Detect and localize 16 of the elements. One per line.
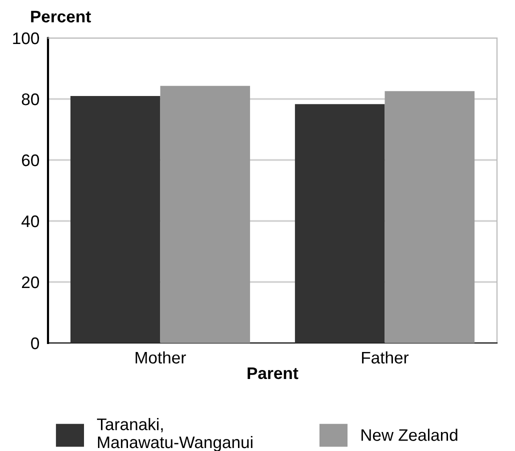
legend-label: New Zealand xyxy=(362,428,458,441)
y-tick-label: 60 xyxy=(22,154,40,166)
y-tick-label: 20 xyxy=(22,276,40,288)
y-tick-label: 100 xyxy=(13,32,40,44)
bar xyxy=(70,96,160,343)
x-tick-label: Mother xyxy=(136,351,186,364)
x-tick-label: Father xyxy=(362,351,409,364)
y-tick-label: 80 xyxy=(22,93,40,106)
y-tick-label: 0 xyxy=(31,337,40,350)
bar xyxy=(294,104,385,343)
legend-label: Taranaki, Manawatu-Wanganui xyxy=(97,418,252,451)
bar xyxy=(384,91,475,343)
y-axis-title: Percent xyxy=(31,10,91,22)
x-axis-title: Parent xyxy=(248,367,298,380)
y-tick-label: 40 xyxy=(22,215,40,228)
bar xyxy=(160,86,250,343)
